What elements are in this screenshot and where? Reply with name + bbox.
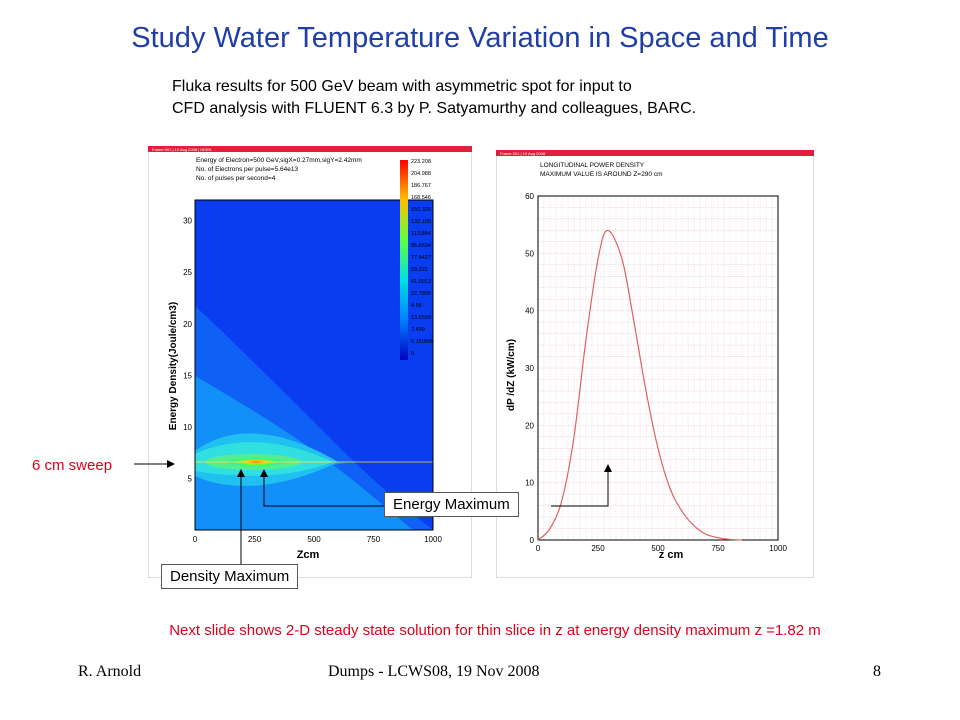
y-axis-label: dP /dZ (kW/cm) [506, 339, 517, 411]
colorbar-label: 59.222 [411, 267, 428, 273]
energy-max-arrow-right [551, 464, 612, 507]
y-tick-labels: 0 10 20 30 40 50 60 [525, 192, 534, 545]
footer-event: Dumps - LCWS08, 19 Nov 2008 [328, 663, 540, 680]
colorbar-label: 186.767 [411, 183, 431, 189]
x-tick-labels: 0 250 500 750 1000 [193, 535, 443, 544]
energy-max-arrow-left [260, 469, 384, 507]
y-tick-label: 0 [530, 536, 535, 545]
line-axes-box [537, 195, 779, 541]
plot-info-line: Energy of Electron=500 GeV,sigX=0.27mm,s… [196, 157, 362, 164]
x-axis-label: Zcm [297, 549, 320, 561]
x-axis-label: z cm [659, 549, 684, 561]
y-tick-label: 50 [525, 249, 534, 258]
plot-info-line: MAXIMUM VALUE IS AROUND Z=290 cm [540, 171, 663, 178]
slide-title: Study Water Temperature Variation in Spa… [131, 22, 829, 54]
y-tick-label: 20 [183, 320, 192, 329]
y-tick-label: 20 [525, 421, 534, 430]
contour-axes-box [194, 199, 434, 531]
y-tick-label: 15 [183, 371, 192, 380]
y-tick-label: 25 [183, 268, 192, 277]
y-tick-label: 10 [525, 479, 534, 488]
plot-info-line: No. of pulses per second=4 [196, 175, 276, 182]
plot-header-text: Frame 001 | 10 Aug 2008 | HEEN [152, 147, 212, 152]
colorbar-label: 95.6634 [411, 243, 431, 249]
y-tick-label: 60 [525, 192, 534, 201]
y-tick-label: 10 [183, 423, 192, 432]
energy-maximum-callout: Energy Maximum [384, 492, 519, 517]
x-tick-label: 500 [307, 535, 321, 544]
x-tick-labels: 0 250 500 750 1000 [536, 544, 788, 553]
x-tick-label: 250 [248, 535, 262, 544]
y-tick-label: 30 [525, 364, 534, 373]
x-tick-label: 1000 [424, 535, 442, 544]
colorbar-label: 77.4427 [411, 255, 431, 261]
colorbar-label: 113.884 [411, 231, 430, 237]
plot-info-line: No. of Electrons per pulse=5.64e13 [196, 166, 298, 173]
x-tick-label: 0 [193, 535, 198, 544]
x-tick-label: 500 [651, 544, 665, 553]
colorbar-labels: 223.208 204.988 186.767 168.546 150.326 132.1… [411, 159, 434, 357]
plot-header-bar [148, 146, 472, 152]
y-tick-label: 5 [188, 474, 193, 483]
colorbar-label: 223.208 [411, 159, 431, 165]
footer-author: R. Arnold [78, 663, 142, 680]
x-tick-label: 1000 [769, 544, 787, 553]
colorbar-label: 0 [411, 351, 414, 357]
power-density-plot: Frame 001 | 10 Aug 2008 LONGITUDINAL POW… [496, 150, 814, 578]
y-tick-labels: 5 10 15 20 25 30 [183, 217, 192, 484]
subtitle-line-1: Fluka results for 500 GeV beam with asym… [172, 78, 632, 95]
y-axis-label: Energy Density(Joule/cm3) [168, 302, 179, 430]
x-tick-label: 250 [591, 544, 605, 553]
x-tick-label: 0 [536, 544, 541, 553]
colorbar-label: 204.988 [411, 171, 431, 177]
colorbar-label: 22.7806 [411, 291, 431, 297]
x-tick-label: 750 [367, 535, 381, 544]
plot-header-text: Frame 001 | 10 Aug 2008 [500, 151, 546, 156]
density-maximum-callout: Density Maximum [161, 564, 299, 589]
colorbar-label: 41.0013 [411, 279, 431, 285]
series-line-power-density [537, 229, 743, 541]
colorbar-label: 168.546 [411, 195, 431, 201]
colorbar-label: 4.56 [411, 303, 422, 309]
plot-frame [496, 150, 814, 578]
colorbar-label: 13.6599 [411, 315, 431, 321]
colorbar-label: 132.105 [411, 219, 431, 225]
sweep-label: 6 cm sweep [32, 457, 113, 474]
colorbar-label: 150.326 [411, 207, 431, 213]
colorbar-label: 7.499 [411, 327, 425, 333]
contour-area [195, 200, 433, 530]
colorbar-label: 0.150895 [411, 339, 434, 345]
plot-info-line: LONGITUDINAL POWER DENSITY [540, 162, 645, 169]
y-tick-label: 40 [525, 307, 534, 316]
colorbar [400, 160, 408, 360]
y-tick-label: 30 [183, 217, 192, 226]
plot-header-bar [496, 150, 814, 156]
energy-density-plot: Frame 001 | 10 Aug 2008 | HEEN Energy of… [148, 146, 472, 578]
next-slide-note: Next slide shows 2-D steady state soluti… [169, 622, 821, 639]
footer-page-number: 8 [873, 663, 881, 680]
x-tick-label: 750 [711, 544, 725, 553]
subtitle-line-2: CFD analysis with FLUENT 6.3 by P. Satya… [172, 100, 697, 117]
